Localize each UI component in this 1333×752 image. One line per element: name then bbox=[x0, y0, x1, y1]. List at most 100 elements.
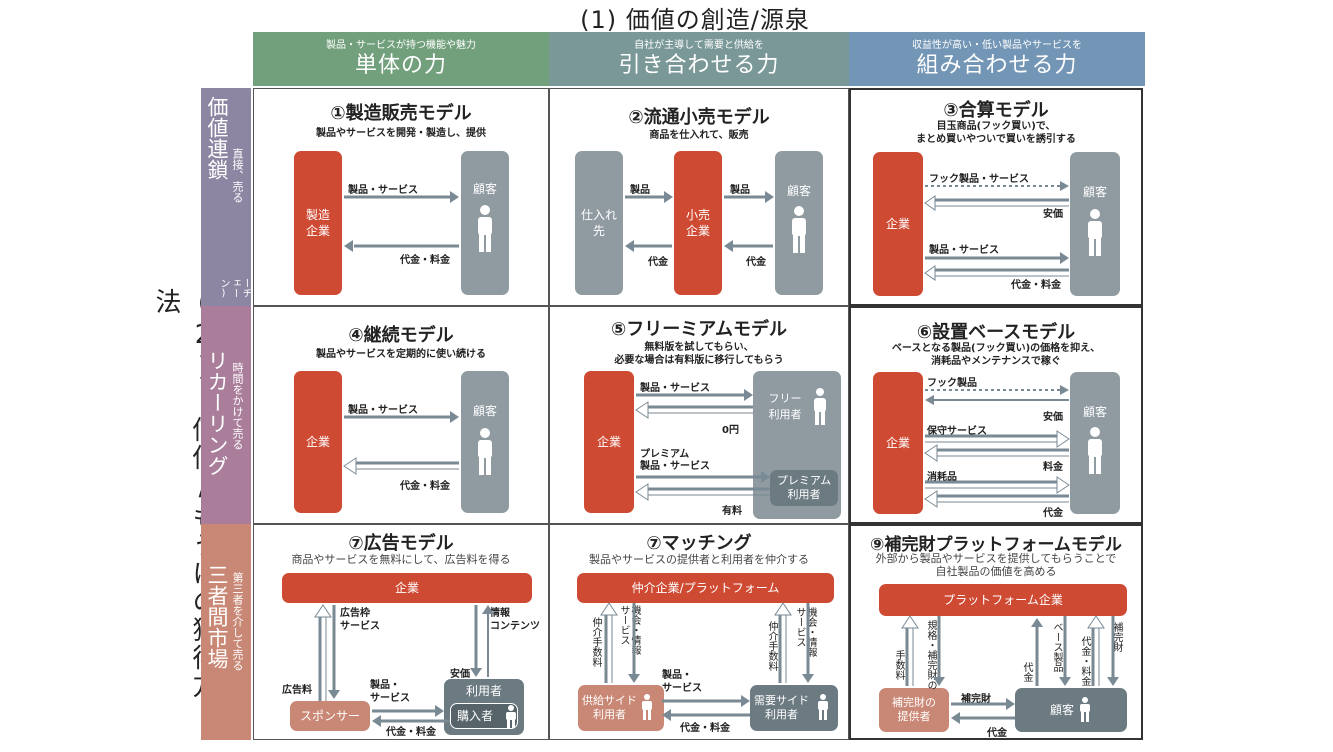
column-main: 単体の力 bbox=[354, 53, 447, 78]
arrow-label-complement: 補完財 bbox=[961, 694, 991, 705]
customer-label: 顧客 bbox=[786, 184, 811, 198]
cell-title: ⑦広告モデル bbox=[348, 533, 454, 554]
supplier-box: 仕入れ 先 bbox=[575, 151, 623, 295]
cell-desc: 外部から製品やサービスを提供してもらうことで 自社製品の価値を高める bbox=[875, 552, 1117, 578]
arrow-label-zero: 0円 bbox=[722, 425, 739, 436]
arrows-svg bbox=[314, 604, 494, 727]
company-box: 企業 bbox=[873, 372, 923, 514]
column-header-combine: 収益性が高い・低い製品やサービスを 組み合わせる力 bbox=[849, 32, 1145, 86]
arrows-svg bbox=[901, 615, 1119, 724]
vlabel-payment: 代金 bbox=[1021, 662, 1032, 682]
cell-aggregate: ③合算モデル 目玉商品(フック買い)で、 まとめ買いやついで買いを誘引する 企業… bbox=[849, 88, 1143, 306]
row-main: 三者間市場 bbox=[205, 564, 229, 669]
manufacturer-box: 製造 企業 bbox=[294, 151, 342, 295]
cell-installed-base: ⑥設置ベースモデル ベースとなる製品(フック買い)の価格を抑え、 消耗品やメンテ… bbox=[849, 306, 1143, 524]
cell-title: ①製造販売モデル bbox=[330, 103, 472, 124]
row-header-recurring: リカーリング 時間をかけて売る bbox=[201, 306, 251, 524]
cell-desc: 製品やサービスの提供者と利用者を仲介する bbox=[589, 553, 809, 566]
cell-title: ⑤フリーミアムモデル bbox=[611, 319, 787, 340]
customer-label: 顧客 bbox=[1082, 405, 1107, 419]
arrow-label-payment: 代金・料金 bbox=[386, 727, 436, 738]
cell-advertising: ⑦広告モデル 商品やサービスを無料にして、広告料を得る 企業 スポンサー 利用者… bbox=[253, 524, 549, 740]
company-box: 企業 bbox=[294, 371, 342, 513]
arrow-label-consumables: 消耗品 bbox=[927, 472, 957, 483]
row-header-value-chain: 価値連鎖 直接、売る (バリューチェーン) bbox=[201, 88, 273, 306]
arrows-svg bbox=[343, 411, 459, 475]
arrow-label-fee: 料金 bbox=[1043, 462, 1063, 473]
cell-desc: 無料版を試してもらい、 必要な場合は有料版に移行してもらう bbox=[614, 342, 784, 366]
arrow-label-payment: 代金 bbox=[987, 728, 1007, 739]
arrow-label-ad-fee: 広告料 bbox=[282, 685, 312, 696]
arrow-label-payment: 代金・料金 bbox=[680, 723, 730, 734]
cell-title: ③合算モデル bbox=[943, 100, 1049, 121]
arrow-label-payment: 代金・料金 bbox=[400, 481, 450, 492]
arrow-label-hook: フック製品 bbox=[927, 378, 977, 389]
cell-title: ⑦マッチング bbox=[646, 533, 752, 554]
arrows-svg bbox=[600, 602, 814, 721]
demand-user-box: 需要サイド 利用者 bbox=[750, 685, 838, 731]
cell-title: ②流通小売モデル bbox=[628, 107, 770, 128]
user-label: 利用者 bbox=[465, 684, 502, 698]
row-header-three-party: 三者間市場 第三者を介して売る bbox=[201, 524, 251, 740]
arrow-label-product: 製品・サービス bbox=[929, 245, 999, 256]
cell-desc: ベースとなる製品(フック買い)の価格を抑え、 消耗品やメンテナンスで稼ぐ bbox=[891, 343, 1101, 367]
arrow-label-product: 製品・ サービス bbox=[370, 680, 410, 704]
customer-label: 顧客 bbox=[1082, 185, 1107, 199]
cell-desc: 商品を仕入れて、販売 bbox=[649, 130, 749, 141]
company-box: 企業 bbox=[282, 573, 532, 603]
column-sub: 収益性が高い・低い製品やサービスを bbox=[912, 40, 1082, 51]
arrow-label-payment: 代金 bbox=[1043, 508, 1063, 519]
cell-title: ⑥設置ベースモデル bbox=[916, 322, 1076, 343]
customer-label: 顧客 bbox=[472, 404, 497, 418]
arrows-svg bbox=[625, 191, 774, 252]
vlabel-commission: 手数料 bbox=[893, 650, 904, 680]
person-icon bbox=[1088, 209, 1102, 256]
arrow-label-premium: プレミアム 製品・サービス bbox=[640, 449, 710, 472]
sponsor-box: スポンサー bbox=[290, 701, 370, 731]
free-user-label: フリー 利用者 bbox=[768, 392, 802, 421]
retailer-box: 小売 企業 bbox=[674, 151, 722, 295]
cell-continuous: ④継続モデル 製品やサービスを定期的に使い続ける 企業 顧客 製品・サービス 代… bbox=[253, 306, 549, 524]
vlabel-fee-left: 仲介手数料 bbox=[590, 617, 601, 667]
cell-manufacturing-sales: ①製造販売モデル 製品やサービスを開発・製造し、提供 製造 企業 顧客 製品・サ… bbox=[253, 88, 549, 306]
cell-complement-platform: ⑨補完財プラットフォームモデル 外部から製品やサービスを提供してもらうことで 自… bbox=[849, 524, 1143, 740]
cell-distribution-retail: ②流通小売モデル 商品を仕入れて、販売 仕入れ 先 小売 企業 顧客 製品 製品… bbox=[549, 88, 849, 306]
cell-title: ⑨補完財プラットフォームモデル bbox=[870, 535, 1122, 555]
arrow-label-cheap: 安価 bbox=[450, 669, 470, 680]
arrow-label-payment-1: 代金 bbox=[648, 257, 668, 268]
vlabel-fee-right: 仲介手数料 bbox=[766, 621, 777, 671]
arrows-svg bbox=[924, 181, 1069, 281]
person-icon bbox=[814, 388, 826, 425]
arrow-label-payment: 代金・料金 bbox=[400, 255, 450, 266]
person-icon bbox=[818, 694, 828, 720]
arrow-label-product-1: 製品 bbox=[630, 185, 650, 196]
company-box: 企業 bbox=[873, 152, 923, 296]
arrow-label-paid: 有料 bbox=[722, 506, 742, 517]
arrow-label-payment-2: 代金 bbox=[746, 257, 766, 268]
arrow-label-cheap: 安価 bbox=[1043, 209, 1063, 220]
arrows-svg bbox=[635, 389, 770, 501]
customer-label: 顧客 bbox=[472, 182, 497, 196]
person-icon bbox=[506, 705, 516, 728]
top-title: (1) 価値の創造/源泉 bbox=[580, 5, 810, 34]
row-main: リカーリング bbox=[205, 350, 229, 476]
cell-title: ④継続モデル bbox=[348, 325, 454, 346]
person-icon bbox=[642, 694, 652, 720]
arrow-label-cheap: 安価 bbox=[1043, 412, 1063, 423]
arrow-label-maintenance: 保守サービス bbox=[927, 426, 987, 437]
platform-box: プラットフォーム企業 bbox=[879, 584, 1127, 616]
column-header-match: 自社が主導して需要と供給を 引き合わせる力 bbox=[549, 32, 849, 86]
vlabel-standard: 規格・補完財の bbox=[925, 620, 936, 690]
arrow-label-content: 情報 コンテンツ bbox=[490, 608, 540, 632]
person-icon bbox=[478, 428, 492, 475]
arrow-label-hook: フック製品・サービス bbox=[929, 174, 1029, 185]
column-header-single: 製品・サービスが持つ機能や魅力 単体の力 bbox=[253, 32, 549, 86]
arrow-label-product: 製品・サービス bbox=[348, 185, 418, 196]
arrow-label-product: 製品・サービス bbox=[348, 405, 418, 416]
customer-box: 顧客 bbox=[1015, 688, 1127, 732]
vlabel-fee: 代金・料金 bbox=[1079, 636, 1090, 686]
cell-desc: 製品やサービスを定期的に使い続ける bbox=[316, 349, 486, 360]
arrow-label-product-2: 製品 bbox=[730, 185, 750, 196]
cell-desc: 目玉商品(フック買い)で、 まとめ買いやついで買いを誘引する bbox=[916, 121, 1076, 145]
cell-freemium: ⑤フリーミアムモデル 無料版を試してもらい、 必要な場合は有料版に移行してもらう… bbox=[549, 306, 849, 524]
